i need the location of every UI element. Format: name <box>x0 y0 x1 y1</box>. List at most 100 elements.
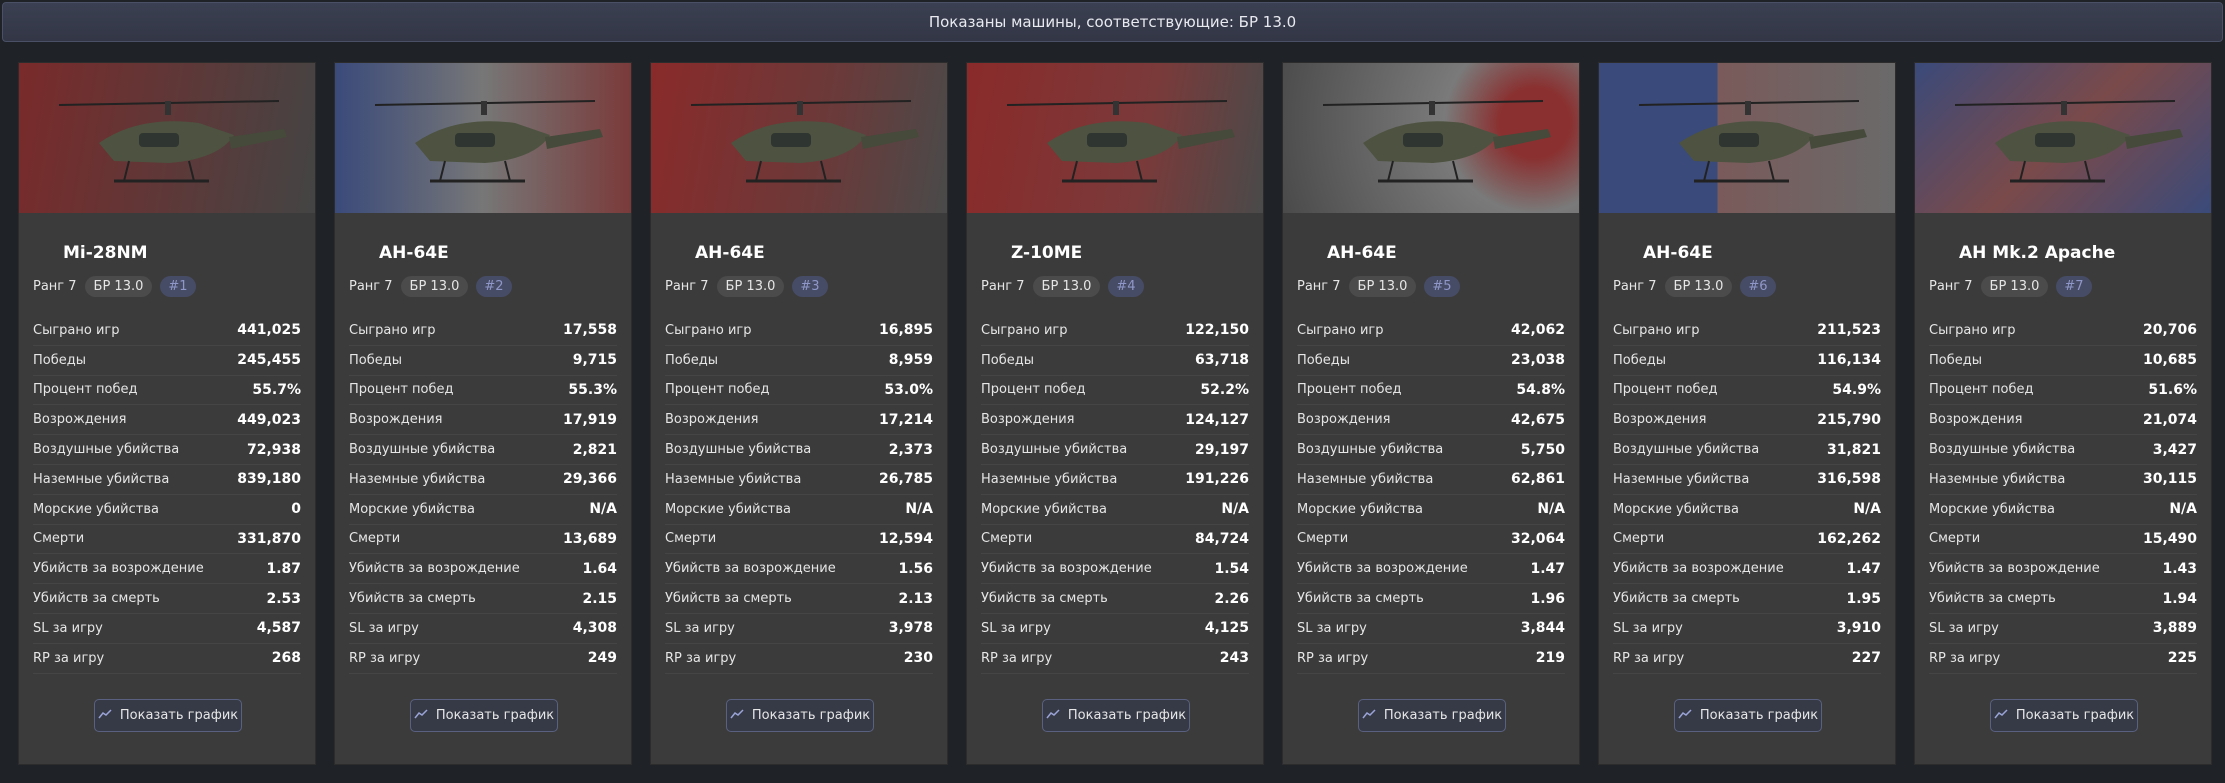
stat-value: 211,523 <box>1817 322 1881 339</box>
stat-value: 0 <box>291 501 301 518</box>
stat-row: Убийств за возрождение 1.54 <box>981 554 1249 585</box>
stat-value: 243 <box>1219 650 1249 667</box>
stat-value: 1.95 <box>1846 590 1881 607</box>
battle-rating: БР 13.0 <box>1032 276 1101 297</box>
chart-icon <box>1362 708 1376 723</box>
stat-label: Процент побед <box>665 382 770 398</box>
stat-label: Процент побед <box>33 382 138 398</box>
stat-label: Сыграно игр <box>1929 322 2016 338</box>
vehicle-name-row: AH Mk.2 Apache <box>1935 243 2115 263</box>
button-label: Показать график <box>119 708 239 723</box>
stat-row: Победы 10,685 <box>1929 346 2197 376</box>
stat-label: RP за игру <box>349 650 421 666</box>
stat-label: Сыграно игр <box>665 322 752 338</box>
stat-row: Морские убийства N/A <box>1929 495 2197 525</box>
stat-row: Наземные убийства 26,785 <box>665 465 933 495</box>
stat-value: 4,308 <box>572 620 617 637</box>
stat-label: Сыграно игр <box>1297 322 1384 338</box>
stat-value: 2.53 <box>266 590 301 607</box>
show-chart-button[interactable]: Показать график <box>1042 699 1190 732</box>
stat-value: 2.13 <box>898 590 933 607</box>
chart-icon <box>414 708 428 723</box>
stat-value: 20,706 <box>2142 322 2197 339</box>
vehicle-image <box>374 100 603 183</box>
show-chart-button[interactable]: Показать график <box>1674 699 1822 732</box>
stat-value: 30,115 <box>2142 471 2197 488</box>
stat-label: Убийств за возрождение <box>349 561 520 577</box>
stat-label: Процент побед <box>349 382 454 398</box>
stat-label: Наземные убийства <box>1297 471 1434 487</box>
stat-row: RP за игру 219 <box>1297 644 1565 674</box>
stats-table: Сыграно игр 42,062 Победы 23,038 Процент поб… <box>1297 316 1565 674</box>
stat-row: SL за игру 3,978 <box>665 614 933 644</box>
stat-label: Воздушные убийства <box>981 442 1128 458</box>
stat-label: Морские убийства <box>981 501 1107 517</box>
vehicle-image <box>1954 100 2183 183</box>
stat-value: 84,724 <box>1194 530 1249 547</box>
stat-row: RP за игру 268 <box>33 644 301 674</box>
badges: Ранг 7 БР 13.0 #4 <box>981 276 1144 297</box>
stat-label: Сыграно игр <box>1613 322 1700 338</box>
vehicle-image <box>690 100 919 183</box>
stat-value: 55.7% <box>252 381 301 398</box>
stat-label: RP за игру <box>1297 650 1369 666</box>
stat-label: Наземные убийства <box>665 471 802 487</box>
stat-value: 2.15 <box>582 590 617 607</box>
position: #3 <box>792 276 828 297</box>
stat-label: Наземные убийства <box>1929 471 2066 487</box>
stat-row: Процент побед 52.2% <box>981 376 1249 406</box>
show-chart-button[interactable]: Показать график <box>726 699 874 732</box>
stat-value: 316,598 <box>1817 471 1881 488</box>
stat-label: RP за игру <box>1613 650 1685 666</box>
stat-row: Убийств за возрождение 1.87 <box>33 554 301 585</box>
stat-row: Сыграно игр 441,025 <box>33 316 301 346</box>
vehicle-card: AH-64E Ранг 7 БР 13.0 #5 Сыграно игр 42,062 По… <box>1282 62 1580 765</box>
vehicle-banner <box>1599 63 1895 213</box>
vehicle-name: AH-64E <box>695 243 765 263</box>
show-chart-button[interactable]: Показать график <box>94 699 242 732</box>
stat-label: Убийств за смерть <box>1929 591 2056 607</box>
button-label: Показать график <box>1699 708 1819 723</box>
stat-row: Смерти 32,064 <box>1297 525 1565 555</box>
stat-row: Процент побед 51.6% <box>1929 376 2197 406</box>
stat-row: Процент побед 54.8% <box>1297 376 1565 406</box>
stats-table: Сыграно игр 441,025 Победы 245,455 Процент п… <box>33 316 301 674</box>
stat-row: Сыграно игр 122,150 <box>981 316 1249 346</box>
stat-value: 62,861 <box>1510 471 1565 488</box>
stat-value: 219 <box>1535 650 1565 667</box>
nation-icon <box>1303 243 1327 263</box>
vehicle-name: AH-64E <box>1643 243 1713 263</box>
stat-label: RP за игру <box>1929 650 2001 666</box>
stat-label: Убийств за смерть <box>33 591 160 607</box>
stat-label: Наземные убийства <box>33 471 170 487</box>
stat-row: Убийств за смерть 2.15 <box>349 584 617 614</box>
stat-row: Процент побед 54.9% <box>1613 376 1881 406</box>
rank: Ранг 7 <box>981 279 1025 294</box>
stat-label: Возрождения <box>1929 412 2023 428</box>
chart-icon-graphic <box>1362 709 1376 719</box>
stat-row: Морские убийства N/A <box>349 495 617 525</box>
stat-value: 839,180 <box>237 471 301 488</box>
stat-row: Морские убийства N/A <box>1613 495 1881 525</box>
stat-row: Убийств за смерть 2.26 <box>981 584 1249 614</box>
show-chart-button[interactable]: Показать график <box>410 699 558 732</box>
stat-label: Процент побед <box>1929 382 2034 398</box>
stat-value: 51.6% <box>2148 381 2197 398</box>
show-chart-button[interactable]: Показать график <box>1358 699 1506 732</box>
stat-label: Воздушные убийства <box>665 442 812 458</box>
stat-row: Убийств за смерть 2.53 <box>33 584 301 614</box>
chart-icon-graphic <box>98 709 112 719</box>
vehicle-card: AH Mk.2 Apache Ранг 7 БР 13.0 #7 Сыграно игр… <box>1914 62 2212 765</box>
show-chart-button[interactable]: Показать график <box>1990 699 2138 732</box>
stat-row: RP за игру 225 <box>1929 644 2197 674</box>
stat-value: N/A <box>1537 501 1565 518</box>
stat-label: Сыграно игр <box>33 322 120 338</box>
stat-value: 1.47 <box>1530 560 1565 577</box>
stats-table: Сыграно игр 122,150 Победы 63,718 Процент по… <box>981 316 1249 674</box>
stat-value: 122,150 <box>1185 322 1249 339</box>
stat-value: N/A <box>2169 501 2197 518</box>
chart-icon-graphic <box>1046 709 1060 719</box>
stat-row: Убийств за смерть 1.95 <box>1613 584 1881 614</box>
chart-icon <box>1046 708 1060 723</box>
